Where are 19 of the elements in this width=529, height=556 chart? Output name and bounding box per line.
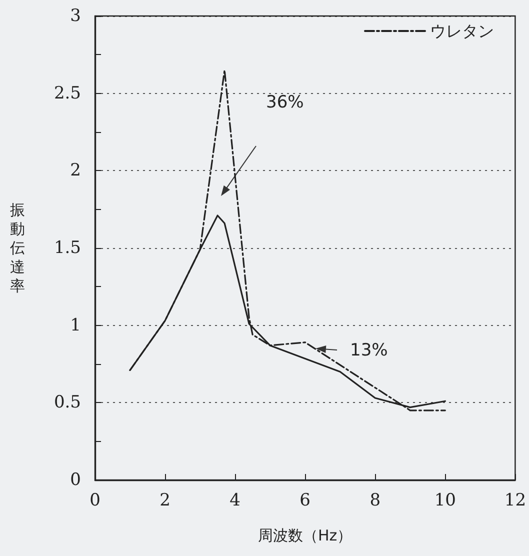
y-tick-label: 0 <box>70 470 81 490</box>
x-tick-label: 12 <box>504 490 526 510</box>
x-tick-label: 6 <box>300 490 311 510</box>
x-tick-label: 8 <box>370 490 381 510</box>
x-axis-title: 周波数（Hz） <box>258 526 352 544</box>
x-tick-label: 0 <box>90 490 100 510</box>
annotation: 36% <box>266 92 304 112</box>
y-axis-title: 振動伝達率 <box>10 201 25 295</box>
x-tick-label: 10 <box>434 490 456 510</box>
y-tick-label: 0.5 <box>54 392 81 413</box>
legend-label: ウレタン <box>430 22 494 40</box>
x-tick-label: 2 <box>160 490 170 510</box>
y-tick-label: 3 <box>70 6 81 26</box>
y-tick-label: 1 <box>70 315 81 336</box>
y-tick-label: 2.5 <box>54 83 81 104</box>
annotation: 13% <box>350 340 388 360</box>
x-tick-label: 4 <box>230 490 240 510</box>
y-tick-label: 2 <box>70 160 81 181</box>
y-tick-label: 1.5 <box>54 238 81 258</box>
